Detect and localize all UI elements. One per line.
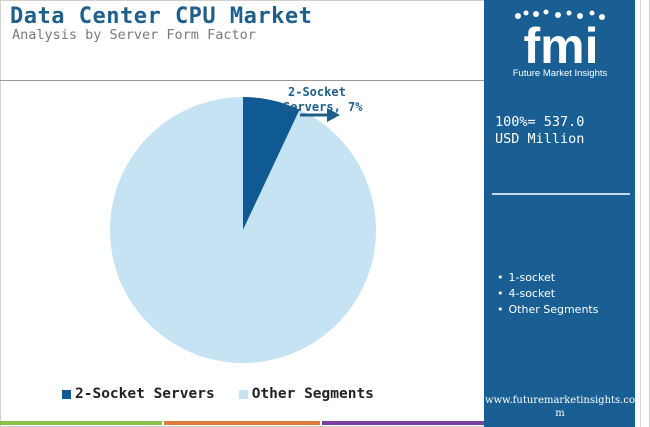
sidebar-edge — [635, 0, 649, 427]
fmi-logo-icon: fmi — [515, 9, 605, 66]
sidebar-edge-line — [640, 0, 641, 427]
website-url[interactable]: www.futuremarketinsights.com — [485, 395, 635, 419]
bottom-accent-bar-orange — [164, 421, 320, 425]
legend-swatch — [238, 389, 248, 399]
legend-item-other-segments: Other Segments — [238, 386, 374, 402]
pie-chart: 2-Socket Servers, 7% — [109, 85, 376, 364]
bottom-accent-bar-purple — [322, 421, 484, 425]
title-divider — [0, 80, 484, 81]
legend-swatch — [62, 389, 71, 399]
sidebar-divider — [492, 193, 630, 195]
legend-label: 2-Socket Servers — [75, 386, 215, 402]
pie-slice-2-socket-servers — [243, 97, 300, 230]
slice-label-line2: Servers, 7% — [283, 100, 363, 114]
pie-slices — [109, 97, 376, 364]
chart-subtitle: Analysis by Server Form Factor — [12, 27, 256, 43]
logo-wordmark: fmi — [524, 18, 599, 66]
bottom-accent-bar-green — [0, 421, 162, 425]
legend-item-2-socket-servers: 2-Socket Servers — [62, 386, 215, 402]
chart-title: Data Center CPU Market — [10, 4, 313, 29]
slice-label-line1: 2-Socket — [288, 85, 346, 99]
slice-arrow-icon — [300, 108, 340, 122]
segment-list-item: 4-socket — [497, 286, 598, 302]
segment-list-item: 1-socket — [497, 270, 598, 286]
logo-caption: Future Market Insights — [512, 68, 608, 79]
pie-slice-other-segments — [109, 97, 376, 364]
sidebar-panel — [484, 0, 635, 427]
chart-legend: 2-Socket Servers Other Segments — [62, 386, 398, 402]
pie-annotation: 2-Socket Servers, 7% — [283, 85, 363, 122]
market-total-unit: USD Million — [495, 131, 585, 147]
market-total-value: 100%= 537.0 — [495, 114, 585, 130]
segment-list-item: Other Segments — [497, 302, 599, 318]
legend-label: Other Segments — [251, 386, 374, 402]
segment-list: 1-socket 4-socket Other Segments — [497, 270, 599, 318]
